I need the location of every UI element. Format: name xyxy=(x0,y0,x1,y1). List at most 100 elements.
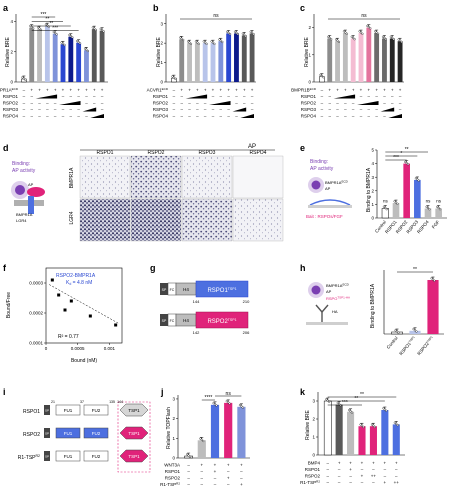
replicate-dot xyxy=(392,38,395,41)
row-mark: – xyxy=(399,101,402,106)
y-tick-label: 0 xyxy=(10,80,13,85)
y-tick-label: 2 xyxy=(160,41,163,46)
replicate-dot xyxy=(376,32,380,35)
replicate-dot xyxy=(383,408,386,411)
tsp1-domain xyxy=(119,426,149,440)
row-label: RSPO2 xyxy=(165,476,181,481)
replicate-dot xyxy=(99,27,102,30)
row-label: BMP4 xyxy=(308,461,321,466)
replicate-dot xyxy=(55,33,58,36)
y-tick-label: 0 xyxy=(172,456,175,461)
row-mark: – xyxy=(361,480,364,485)
row-label: RSPO2 xyxy=(3,101,19,106)
replicate-dot xyxy=(238,404,242,407)
row-mark: + xyxy=(180,88,183,93)
row-mark: – xyxy=(220,114,223,119)
row-mark: – xyxy=(372,467,375,472)
row-mark: – xyxy=(173,88,176,93)
replicate-dot xyxy=(85,48,88,51)
row-mark: – xyxy=(368,114,371,119)
construct-name-i-0: RSPO1 xyxy=(23,409,40,415)
tsp1-label: TSP1 xyxy=(128,431,140,436)
end-label-g-1: 206 xyxy=(243,330,250,335)
bar-k-1 xyxy=(335,404,343,455)
ecd-label-e: BMPR1AECD xyxy=(325,180,349,186)
replicate-dot xyxy=(91,26,94,29)
replicate-dot xyxy=(360,424,364,427)
row-mark: + xyxy=(243,88,246,93)
sp-domain xyxy=(44,428,50,438)
replicate-dot xyxy=(406,163,410,166)
row-mark: + xyxy=(93,88,96,93)
row-label: RSPO2 xyxy=(301,101,317,106)
y-tick-label: 1 xyxy=(312,435,315,440)
row-mark: + xyxy=(235,88,238,93)
row-mark: – xyxy=(338,467,341,472)
row-mark: – xyxy=(46,114,49,119)
replicate-dot xyxy=(213,42,216,45)
y-tick-label: 1 xyxy=(308,52,311,57)
replicate-dot xyxy=(243,33,246,36)
replicate-dot xyxy=(328,36,331,40)
replicate-dot xyxy=(202,40,205,43)
panel-e: e Binding: AP activity BMPR1AECD AP Bait… xyxy=(300,143,447,234)
row-mark: – xyxy=(46,107,49,112)
micrograph-lgr4-rspo1 xyxy=(79,198,131,242)
row-mark: – xyxy=(196,107,199,112)
replicate-dot xyxy=(438,208,442,211)
row-mark: – xyxy=(243,101,246,106)
scatter-point-f-1 xyxy=(57,293,61,297)
fu1-domain xyxy=(55,450,81,462)
end-label-g-0: 210 xyxy=(243,299,250,304)
row-mark: + xyxy=(219,88,222,93)
replicate-dot xyxy=(397,331,400,334)
dose-ramp xyxy=(240,114,254,118)
row-mark: – xyxy=(23,107,26,112)
significance-e: ns ns ns****** xyxy=(383,147,442,203)
replicate-dot xyxy=(221,40,224,43)
bar-c-6 xyxy=(366,27,372,83)
replicate-dot xyxy=(385,208,388,211)
col-label-d-3: RSPO4 xyxy=(250,150,267,156)
replicate-dot xyxy=(382,407,385,410)
replicate-dot xyxy=(61,42,65,45)
ylabel-c: Relative BRE xyxy=(304,36,310,66)
replicate-dot xyxy=(373,425,376,428)
replicate-dot xyxy=(83,47,87,50)
replicate-dot xyxy=(330,38,333,41)
row-mark: – xyxy=(180,114,183,119)
bar-c-4 xyxy=(350,38,356,82)
rspo2-tsp1-name: RSPO2TSP1 xyxy=(207,318,236,325)
bar-b-4 xyxy=(202,43,208,82)
replicate-dot xyxy=(212,402,215,405)
micrograph-bmpr1a-rspo4 xyxy=(232,155,284,199)
replicate-dot xyxy=(174,77,177,80)
y-tick-label: 3 xyxy=(160,21,163,26)
bar-k-0 xyxy=(323,400,332,456)
row-mark: + xyxy=(200,463,203,468)
bar-a-1 xyxy=(29,27,35,83)
replicate-dot xyxy=(189,42,193,45)
row-label-d-0: BMPR1A xyxy=(69,167,75,188)
row-mark: + xyxy=(101,88,104,93)
replicate-dot xyxy=(187,40,190,43)
replicate-dot xyxy=(179,36,182,39)
row-mark: – xyxy=(54,114,57,119)
row-mark: + xyxy=(349,461,352,466)
bar-b-9 xyxy=(241,35,247,82)
row-mark: – xyxy=(227,469,230,474)
replicate-dot xyxy=(404,160,407,163)
row-mark: + xyxy=(54,88,57,93)
row-mark: – xyxy=(85,101,88,106)
ylabel-a: Relative BRE xyxy=(5,36,11,66)
replicate-dot xyxy=(384,38,387,41)
panel-label-b: b xyxy=(153,3,159,13)
col-label-d-2: RSPO3 xyxy=(199,150,216,156)
row-mark: – xyxy=(101,94,104,99)
row-mark: – xyxy=(93,94,96,99)
row-mark: – xyxy=(349,474,352,479)
row-mark: – xyxy=(101,107,104,112)
x-tick-label: 0.001 xyxy=(104,346,116,351)
bar-k-4 xyxy=(369,426,377,455)
